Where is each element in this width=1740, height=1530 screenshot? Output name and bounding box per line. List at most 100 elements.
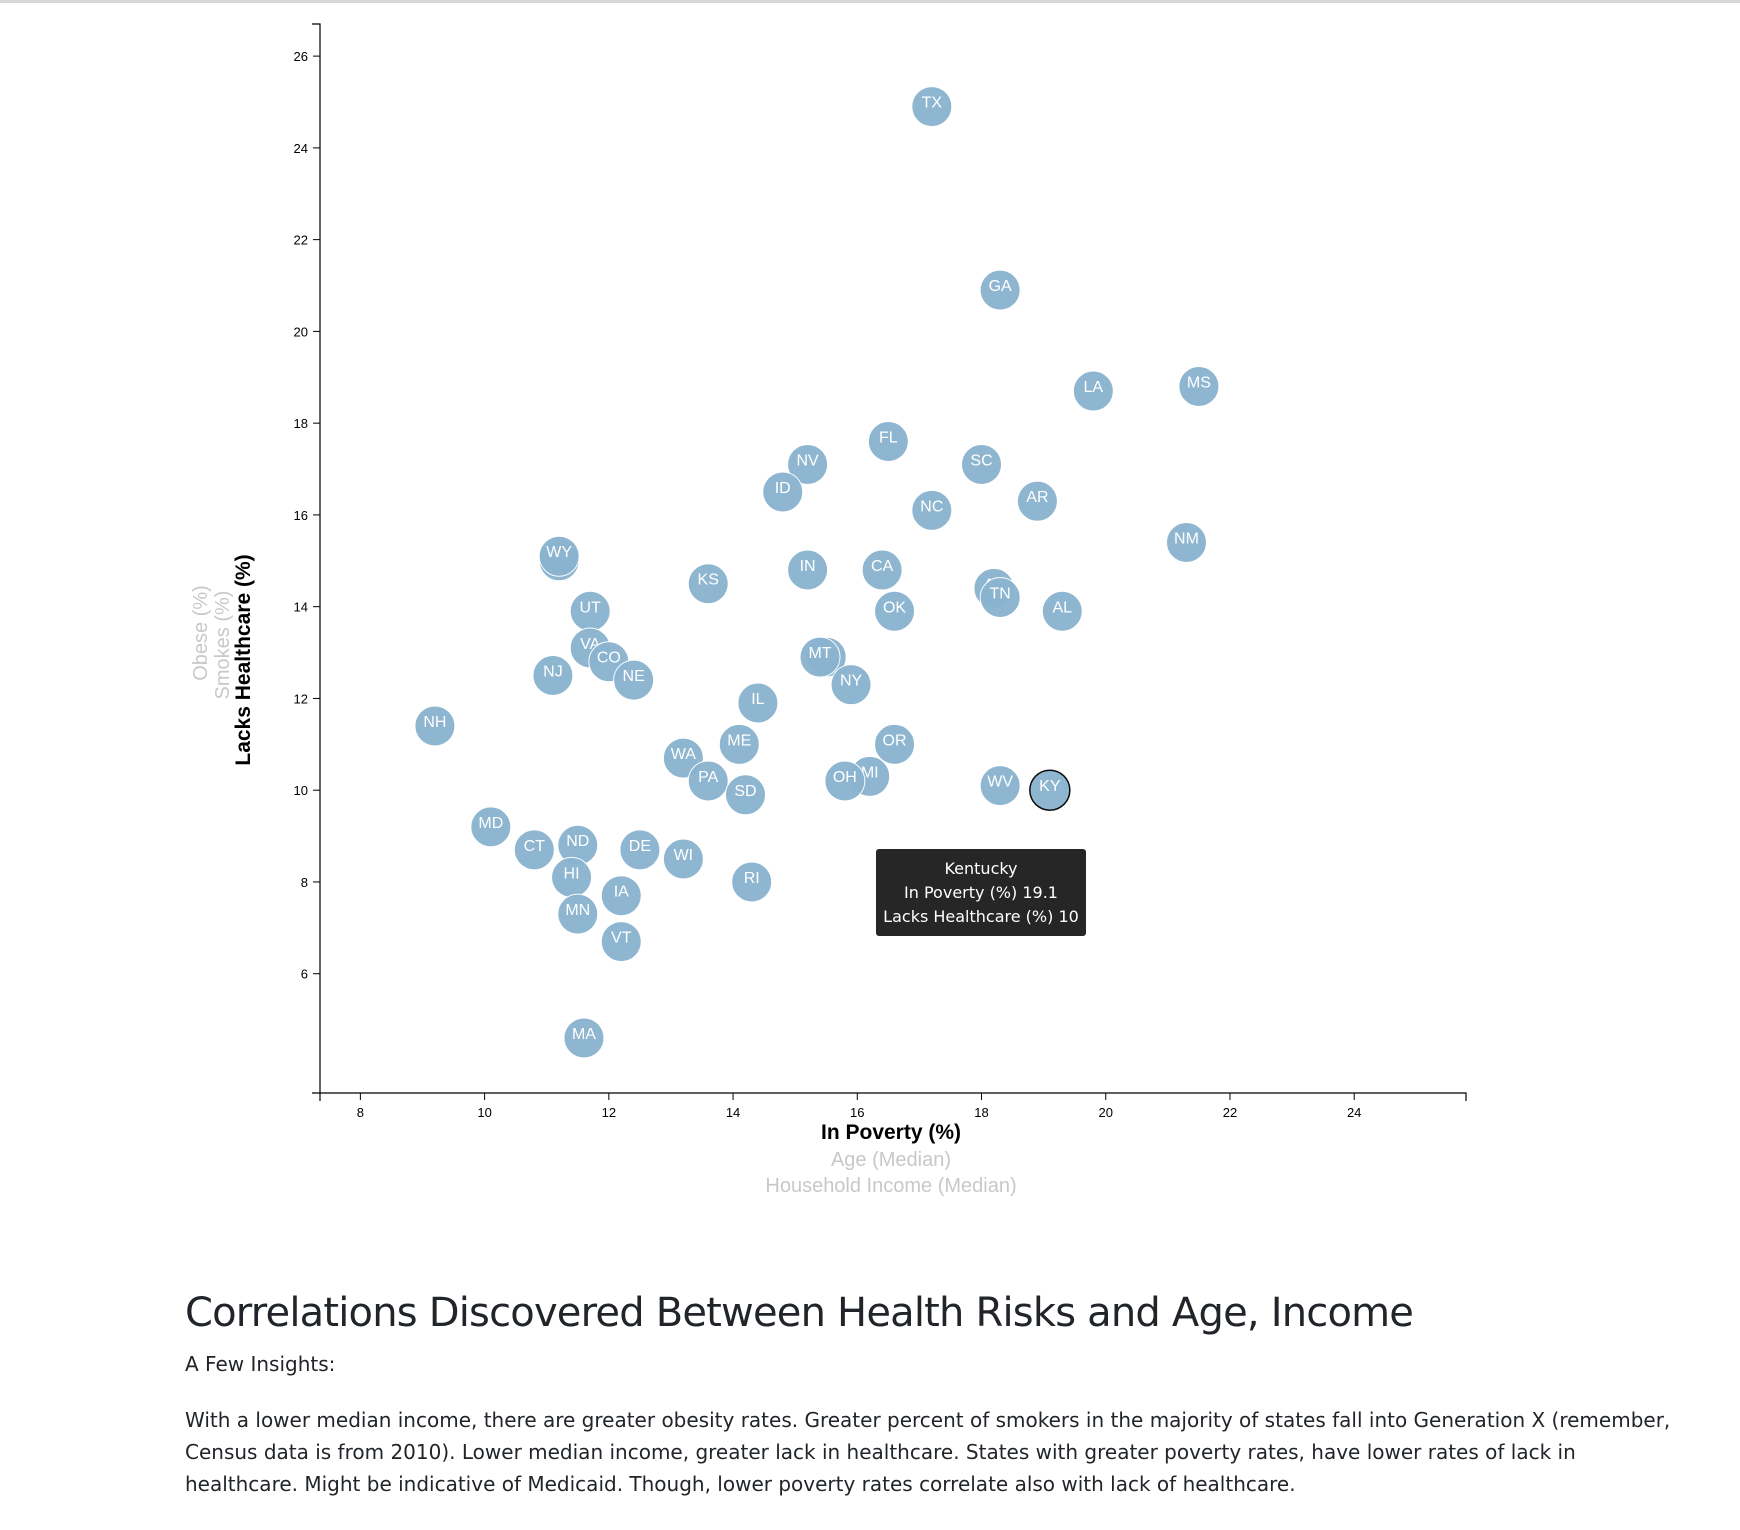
state-label-in: IN (800, 558, 816, 575)
state-marker-id[interactable] (762, 471, 804, 513)
state-label-tx: TX (922, 95, 943, 112)
state-markers: TXGALAMSFLNVSCIDARNCNMAKWYKSINCAAZTNALUT… (414, 86, 1220, 1059)
state-label-ia: IA (614, 884, 629, 901)
y-axis-line (312, 23, 321, 1094)
state-marker-ne[interactable] (613, 659, 655, 701)
state-marker-de[interactable] (619, 829, 661, 871)
state-label-mi: MI (861, 764, 879, 781)
state-marker-tx[interactable] (911, 86, 953, 128)
state-marker-il[interactable] (737, 682, 779, 724)
state-marker-vt[interactable] (600, 921, 642, 963)
state-label-me: ME (727, 732, 751, 749)
state-marker-mn[interactable] (557, 893, 599, 935)
state-marker-ct[interactable] (513, 829, 555, 871)
x-tick-label: 20 (1099, 1105, 1113, 1120)
x-tick-label: 24 (1347, 1105, 1361, 1120)
state-marker-pa[interactable] (687, 760, 729, 802)
state-marker-ny[interactable] (830, 664, 872, 706)
state-label-hi: HI (564, 865, 580, 882)
state-marker-ky[interactable] (1029, 769, 1071, 811)
state-marker-nc[interactable] (911, 489, 953, 531)
state-marker-ms[interactable] (1178, 365, 1220, 407)
axes: 6 8 10 12 14 16 18 20 22 24 26 8 10 12 14 16 18 20 22 24 (294, 23, 1467, 1120)
state-label-ne: NE (623, 668, 645, 685)
y-axis-label-smokes[interactable]: Smokes (%) (212, 591, 234, 700)
state-marker-ca[interactable] (861, 549, 903, 591)
state-marker-ga[interactable] (979, 269, 1021, 311)
state-marker-nm[interactable] (1165, 521, 1207, 563)
tooltip-poverty-value: In Poverty (%) 19.1 (904, 883, 1058, 902)
state-label-nv: NV (796, 452, 819, 469)
x-tick-label: 18 (974, 1105, 988, 1120)
state-marker-oh[interactable] (824, 760, 866, 802)
state-label-ut: UT (580, 599, 602, 616)
state-label-id: ID (775, 480, 791, 497)
x-tick-label: 14 (726, 1105, 740, 1120)
state-marker-tn[interactable] (979, 576, 1021, 618)
state-marker-ri[interactable] (731, 861, 773, 903)
state-label-ks: KS (698, 572, 719, 589)
state-marker-wi[interactable] (662, 838, 704, 880)
x-tick-label: 10 (477, 1105, 491, 1120)
state-label-la: LA (1084, 379, 1104, 396)
state-label-nm: NM (1174, 530, 1199, 547)
state-marker-ar[interactable] (1016, 480, 1058, 522)
state-label-pa: PA (698, 769, 718, 786)
insights-title: Correlations Discovered Between Health R… (185, 1290, 1414, 1336)
state-marker-wy[interactable] (538, 535, 580, 577)
state-label-ky: KY (1039, 778, 1061, 795)
state-label-al: AL (1052, 599, 1072, 616)
state-label-or: OR (883, 732, 907, 749)
state-marker-ia[interactable] (600, 875, 642, 917)
state-marker-nj[interactable] (532, 654, 574, 696)
insights-subtitle: A Few Insights: (185, 1352, 336, 1376)
state-label-md: MD (478, 815, 503, 832)
state-marker-ok[interactable] (874, 590, 916, 632)
state-marker-nv[interactable] (787, 443, 829, 485)
tooltip-healthcare-value: Lacks Healthcare (%) 10 (883, 907, 1079, 926)
page-top-border (0, 0, 1740, 3)
state-label-wi: WI (674, 847, 694, 864)
state-marker-sc[interactable] (961, 443, 1003, 485)
x-tick-label: 16 (850, 1105, 864, 1120)
state-marker-md[interactable] (470, 806, 512, 848)
y-axis-label-obese[interactable]: Obese (%) (190, 585, 212, 681)
x-axis-label-poverty[interactable]: In Poverty (%) (821, 1121, 961, 1144)
state-marker-mt[interactable] (799, 636, 841, 678)
state-label-ms: MS (1187, 374, 1211, 391)
state-marker-wv[interactable] (979, 765, 1021, 807)
axis-labels: In Poverty (%) Age (Median) Household In… (190, 554, 1017, 1197)
x-axis-label-income[interactable]: Household Income (Median) (765, 1175, 1016, 1197)
state-label-nj: NJ (543, 663, 563, 680)
state-label-de: DE (629, 838, 651, 855)
state-label-nc: NC (920, 498, 943, 515)
x-axis-label-age[interactable]: Age (Median) (831, 1149, 951, 1171)
state-label-mt: MT (808, 645, 831, 662)
state-label-ca: CA (871, 558, 894, 575)
x-axis-line (319, 1092, 1467, 1101)
tooltip-box (876, 849, 1086, 936)
insights-body: With a lower median income, there are gr… (185, 1408, 1671, 1496)
y-tick-label: 12 (294, 691, 308, 706)
state-label-fl: FL (879, 430, 898, 447)
tooltip: Kentucky In Poverty (%) 19.1 Lacks Healt… (876, 849, 1086, 936)
y-axis-label-healthcare[interactable]: Lacks Healthcare (%) (232, 554, 255, 765)
state-marker-fl[interactable] (867, 421, 909, 463)
state-marker-me[interactable] (718, 723, 760, 765)
tooltip-state-name: Kentucky (944, 859, 1017, 878)
state-marker-in[interactable] (787, 549, 829, 591)
y-tick-label: 14 (294, 600, 308, 615)
state-label-vt: VT (611, 930, 632, 947)
state-marker-la[interactable] (1072, 370, 1114, 412)
state-marker-nh[interactable] (414, 705, 456, 747)
state-label-ma: MA (572, 1026, 596, 1043)
y-tick-label: 24 (294, 141, 308, 156)
state-marker-ma[interactable] (563, 1017, 605, 1059)
state-marker-sd[interactable] (724, 774, 766, 816)
state-marker-or[interactable] (874, 723, 916, 765)
state-label-ri: RI (744, 870, 760, 887)
state-label-ga: GA (989, 278, 1012, 295)
y-tick-label: 16 (294, 508, 308, 523)
state-marker-ks[interactable] (687, 563, 729, 605)
state-marker-al[interactable] (1041, 590, 1083, 632)
